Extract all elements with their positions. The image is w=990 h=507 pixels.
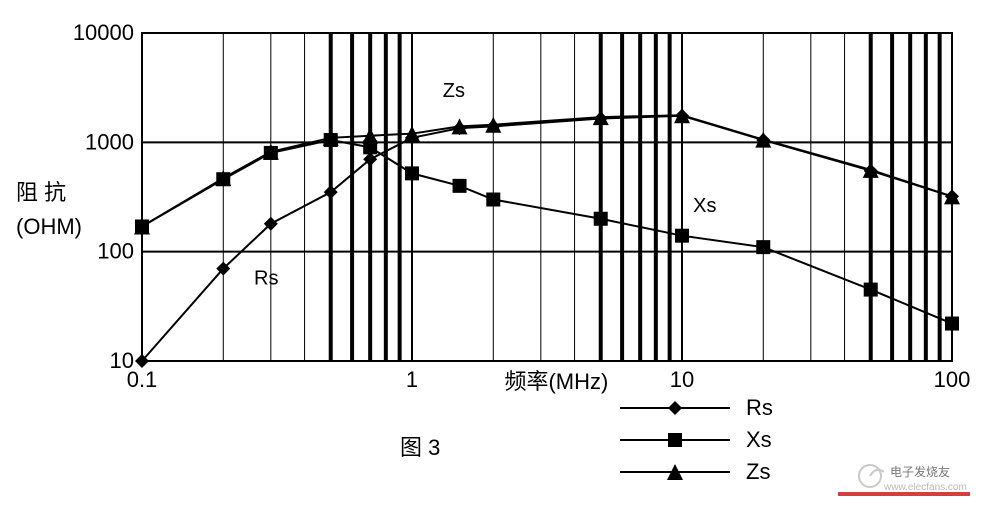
figure-caption: 图 3: [400, 435, 440, 460]
y-tick-label: 100: [97, 239, 134, 264]
watermark-text: 电子发烧友: [890, 464, 950, 479]
x-axis-label: 频率(MHz): [504, 369, 608, 394]
marker-square: [864, 283, 878, 297]
legend-label: Xs: [746, 427, 772, 452]
marker-square: [594, 212, 608, 226]
marker-square: [668, 433, 682, 447]
watermark-url: www.elecfans.com: [883, 482, 967, 493]
in-plot-label: Xs: [693, 195, 716, 217]
plot-area: [142, 33, 952, 361]
x-tick-label: 0.1: [127, 367, 158, 392]
marker-diamond: [668, 401, 682, 415]
x-tick-label: 10: [670, 367, 694, 392]
marker-square: [405, 166, 419, 180]
in-plot-label: Rs: [254, 268, 278, 290]
y-axis-label: (OHM): [16, 214, 82, 239]
legend-item-Xs: Xs: [620, 427, 772, 452]
in-plot-label: Zs: [443, 80, 465, 102]
y-axis-label: 阻 抗: [16, 180, 66, 205]
marker-square: [756, 240, 770, 254]
marker-square: [453, 179, 467, 193]
y-tick-label: 10000: [73, 20, 134, 45]
x-tick-label: 100: [934, 367, 971, 392]
legend-label: Rs: [746, 395, 773, 420]
legend-item-Zs: Zs: [620, 459, 770, 484]
x-tick-label: 1: [406, 367, 418, 392]
legend-item-Rs: Rs: [620, 395, 773, 420]
legend-label: Zs: [746, 459, 770, 484]
marker-square: [675, 229, 689, 243]
marker-square: [486, 193, 500, 207]
y-tick-label: 1000: [85, 129, 134, 154]
